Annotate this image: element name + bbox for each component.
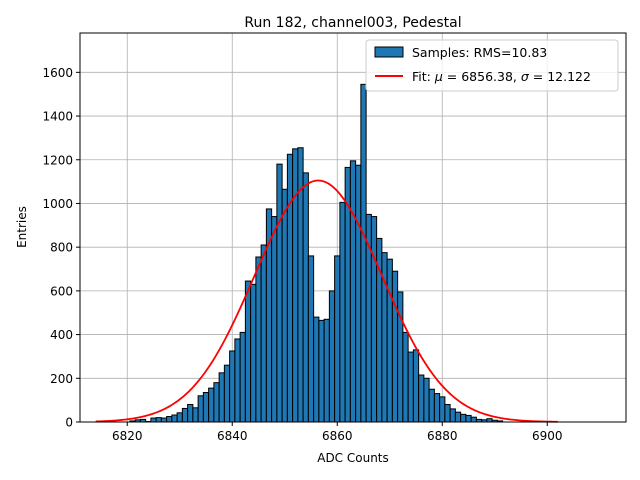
histogram-bar: [208, 387, 215, 423]
histogram-bar: [391, 270, 399, 423]
histogram-bar: [313, 316, 320, 423]
legend: Samples: RMS=10.83 Fit: μ = 6856.38, σ =…: [365, 39, 619, 92]
y-tick-label: 400: [50, 328, 73, 342]
histogram-bar: [171, 414, 178, 423]
y-tick-label: 0: [65, 416, 73, 430]
histogram-bar: [176, 412, 183, 423]
histogram-bar: [328, 290, 336, 423]
x-tick-label: 6880: [427, 429, 458, 443]
legend-sigma-value: = 12.122: [529, 69, 591, 84]
histogram-bar: [302, 172, 309, 423]
histogram-bar: [255, 256, 262, 423]
y-tick-label: 800: [50, 241, 73, 255]
histogram-bar: [428, 388, 435, 423]
legend-box: [365, 39, 619, 92]
x-tick-label: 6860: [322, 429, 353, 443]
legend-samples-label: Samples: RMS=10.83: [412, 45, 547, 60]
legend-mu-symbol: μ: [434, 69, 443, 84]
legend-mu-value: = 6856.38,: [443, 69, 521, 84]
histogram-bar: [318, 319, 325, 423]
histogram-bar: [339, 201, 346, 423]
legend-fit-label: Fit: μ = 6856.38, σ = 12.122: [412, 69, 591, 84]
fit-curve-layer: [95, 179, 558, 423]
histogram-bar: [418, 374, 425, 423]
histogram-bar: [412, 349, 420, 423]
histogram-bar: [334, 255, 341, 423]
histogram-bar: [244, 280, 252, 423]
histogram-bar: [239, 331, 246, 423]
histogram-bar: [370, 216, 378, 423]
histogram-bar: [218, 372, 225, 423]
legend-fit-prefix: Fit:: [412, 69, 435, 84]
histogram-bar: [155, 417, 162, 423]
y-tick-label: 200: [50, 372, 73, 386]
histogram-bar: [260, 244, 267, 423]
x-tick-label: 6820: [112, 429, 143, 443]
chart-title: Run 182, channel003, Pedestal: [244, 15, 461, 31]
y-tick-label: 1200: [42, 153, 73, 167]
histogram-bar: [307, 255, 315, 423]
y-tick-label: 1600: [42, 66, 73, 80]
legend-samples-patch: [374, 46, 404, 58]
histogram-bar: [197, 395, 204, 423]
histogram-bar: [449, 408, 456, 423]
histogram-bar: [433, 393, 441, 423]
x-tick-label: 6900: [532, 429, 563, 443]
x-axis-label: ADC Counts: [317, 451, 389, 465]
histogram-bar: [150, 417, 157, 423]
fit-curve: [95, 179, 558, 423]
y-tick-label: 1400: [42, 110, 73, 124]
histogram-bar: [234, 338, 241, 423]
histogram-bar: [460, 413, 467, 423]
histogram-bar: [192, 407, 199, 423]
x-tick-label: 6840: [217, 429, 248, 443]
y-tick-label: 1000: [42, 197, 73, 211]
histogram-bar: [202, 391, 210, 423]
histogram-bar: [386, 258, 393, 423]
histogram-bar: [160, 417, 168, 423]
histogram-bar: [360, 83, 367, 423]
histogram-bar: [407, 351, 414, 423]
histogram-bar: [423, 377, 430, 423]
y-tick-label: 600: [50, 284, 73, 298]
histogram-bar: [349, 160, 357, 423]
legend-sigma-symbol: σ: [521, 69, 530, 84]
histogram-bar: [444, 404, 451, 423]
histogram-bar: [181, 407, 189, 423]
histogram-bar: [250, 283, 257, 423]
histogram-bar: [286, 153, 294, 423]
histogram-bar: [465, 414, 472, 423]
histogram-bar: [276, 163, 283, 423]
histogram-bar: [223, 364, 231, 423]
histogram-bar: [292, 148, 299, 423]
histogram-bar: [402, 331, 409, 423]
histogram-bars: [129, 83, 504, 423]
histogram-bar: [323, 318, 330, 423]
axis-ticks: 6820 6840 6860 6880 6900 0 200 400 600 800 1000 120…: [42, 66, 562, 443]
histogram-bar: [229, 350, 236, 423]
histogram-bar: [166, 416, 173, 423]
histogram-bar: [213, 382, 220, 423]
histogram-bar: [271, 216, 278, 423]
histogram-bar: [439, 396, 446, 423]
histogram-bar: [470, 416, 477, 423]
plot-frame: [79, 32, 627, 423]
histogram-bar: [187, 404, 194, 423]
histogram-bar: [355, 164, 362, 423]
y-axis-label: Entries: [15, 206, 29, 248]
histogram-bar: [454, 411, 462, 423]
histogram-bar: [281, 188, 288, 423]
